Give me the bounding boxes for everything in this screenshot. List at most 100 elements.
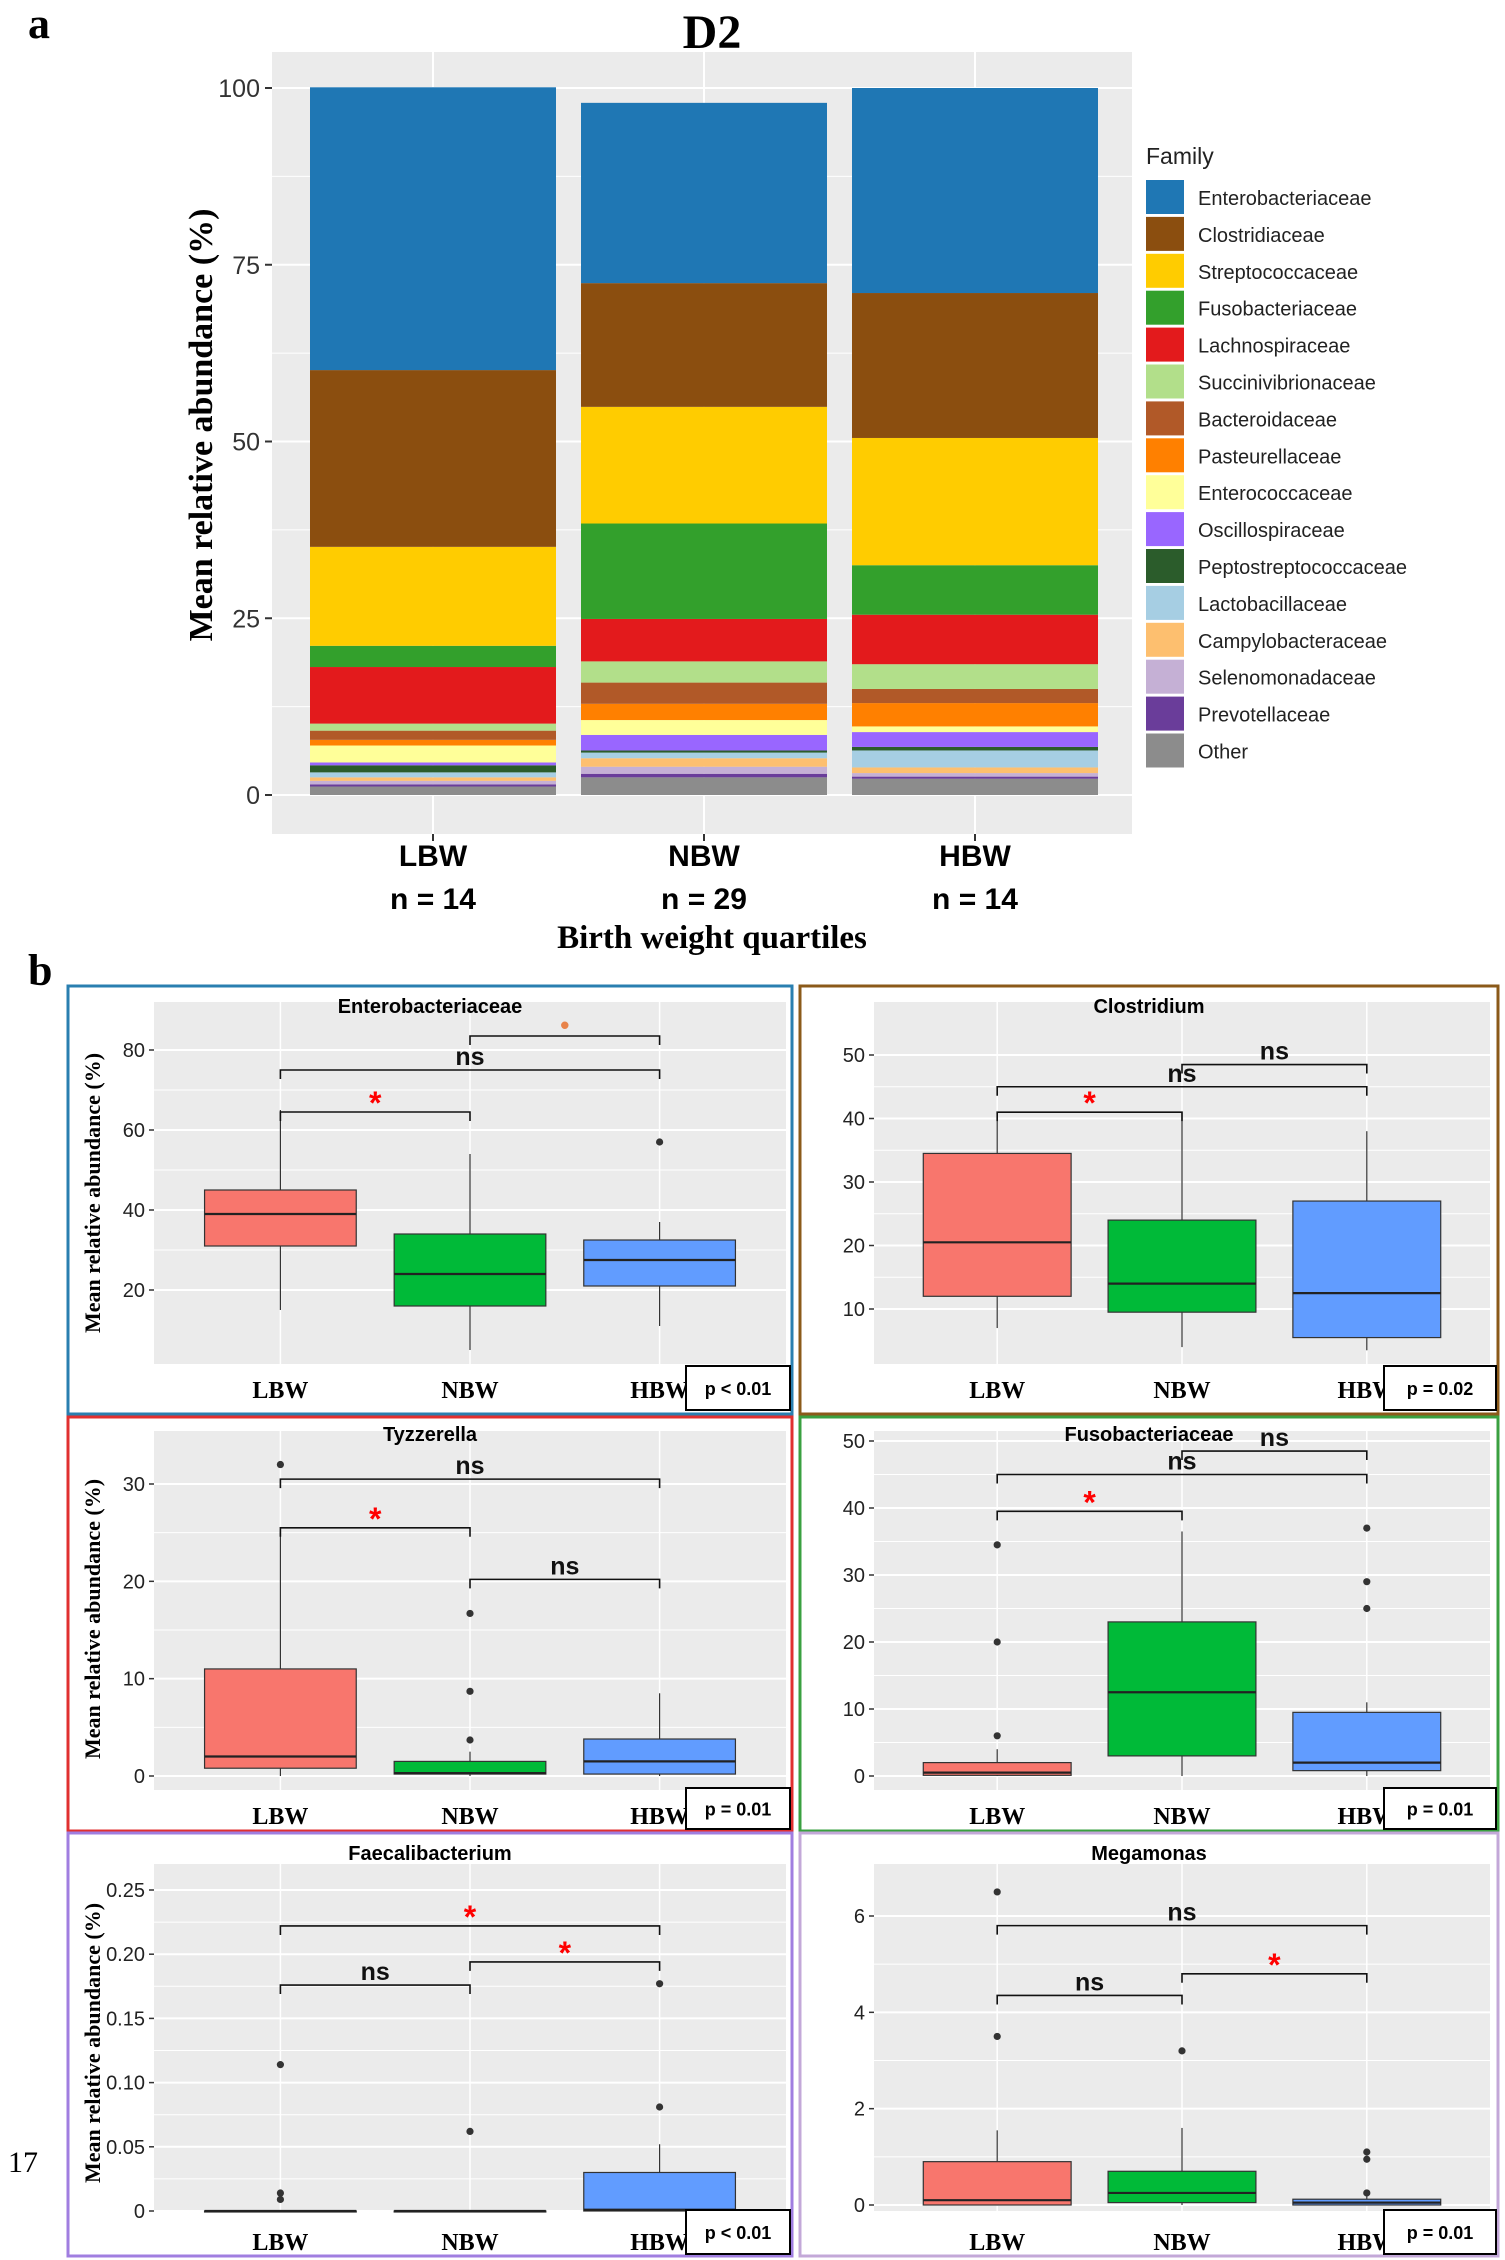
legend-label: Selenomonadaceae xyxy=(1198,668,1376,690)
faec-outlier-point xyxy=(276,2195,284,2204)
bar-x-tick-label: HBW xyxy=(939,840,1011,873)
bar-segment-enterococcaceae xyxy=(581,720,827,735)
mega-pvalue-box xyxy=(1383,2209,1497,2255)
bar-x-sample-size: n = 29 xyxy=(661,883,747,916)
legend-label: Other xyxy=(1198,742,1248,764)
clost-significance-star: * xyxy=(1083,1085,1096,1121)
bar-segment-oscillospiraceae xyxy=(581,734,827,751)
entero-box-chart: 20 40 60 80 LBW NBW HBW • ns * Enterobacteriaceae M… xyxy=(80,996,791,1411)
legend-swatch xyxy=(1146,475,1184,510)
entero-significance-bracket xyxy=(279,1069,661,1079)
bar-segment-clostridiaceae xyxy=(581,283,827,407)
bar-y-tick-label: 75 xyxy=(232,252,260,280)
entero-significance-ns: ns xyxy=(455,1043,484,1071)
legend-title: Family xyxy=(1146,143,1214,169)
entero-x-tick-label: HBW xyxy=(630,1378,689,1404)
legend-label: Streptococcaceae xyxy=(1198,262,1358,284)
bar-segment-clostridiaceae xyxy=(852,293,1098,438)
bar-segment-fusobacteriaceae xyxy=(310,645,556,668)
entero-significance-star: * xyxy=(369,1085,382,1121)
mega-box xyxy=(1107,2170,1257,2204)
faec-significance-star: * xyxy=(464,1899,477,1935)
bar-segment-enterococcaceae xyxy=(310,745,556,763)
clost-significance-ns: ns xyxy=(1260,1038,1289,1066)
tyzz-box xyxy=(583,1738,737,1775)
bar-segment-lachnospiraceae xyxy=(310,667,556,724)
entero-pvalue-box xyxy=(685,1365,791,1411)
fuso-x-tick-label: NBW xyxy=(1153,1804,1210,1830)
entero-significance-dot: • xyxy=(560,1010,569,1040)
clost-box xyxy=(922,1152,1072,1297)
faec-outlier-point xyxy=(276,2189,284,2197)
mega-outlier-point xyxy=(1363,2155,1371,2163)
bar-segment-lachnospiraceae xyxy=(581,618,827,662)
tyzz-y-tick-label: 20 xyxy=(123,1571,145,1593)
mega-x-tick-label: LBW xyxy=(969,2230,1025,2256)
legend-swatch xyxy=(1146,549,1184,583)
bar-x-sample-size: n = 14 xyxy=(390,883,476,916)
bar-segment-bacteroidaceae xyxy=(852,688,1098,704)
tyzz-outlier-point xyxy=(466,1736,474,1744)
bar-segment-enterobacteriaceae xyxy=(581,102,827,284)
faec-pvalue-text: p < 0.01 xyxy=(705,2223,772,2243)
tyzz-y-tick-label: 30 xyxy=(123,1474,145,1496)
faecalibacterium-frame xyxy=(66,1831,794,2258)
bar-segment-enterobacteriaceae xyxy=(852,88,1098,294)
bar-segment-prevotellaceae xyxy=(581,773,827,778)
fuso-y-tick-label: 20 xyxy=(843,1632,865,1654)
legend-label: Peptostreptococcaceae xyxy=(1198,557,1407,579)
faec-y-tick-label: 0.15 xyxy=(106,2008,145,2030)
faec-y-tick-label: 0.20 xyxy=(106,1944,145,1966)
entero-y-axis-label: Mean relative abundance (%) xyxy=(80,1053,105,1333)
mega-significance-bracket xyxy=(1181,1973,1368,1983)
bar-segment-bacteroidaceae xyxy=(581,682,827,704)
mega-significance-bracket xyxy=(996,1924,1368,1935)
bar-segment-selenomonadaceae xyxy=(581,766,827,774)
entero-y-tick-label: 40 xyxy=(123,1200,145,1222)
legend-swatch xyxy=(1146,438,1184,473)
tyzz-outlier-point xyxy=(466,1609,474,1618)
mega-outlier-point xyxy=(993,1888,1001,1896)
clost-y-tick-label: 40 xyxy=(843,1109,865,1131)
bar-y-tick-label: 100 xyxy=(218,75,260,103)
clost-box xyxy=(1107,1219,1257,1313)
legend-swatch xyxy=(1146,364,1184,399)
tyzz-significance-bracket xyxy=(469,1578,661,1589)
entero-box xyxy=(393,1233,547,1307)
clost-pvalue-box xyxy=(1383,1365,1497,1411)
clost-y-tick-label: 30 xyxy=(843,1172,865,1194)
faec-outlier-point xyxy=(656,1980,664,1988)
tyzz-significance-bracket xyxy=(279,1527,471,1537)
fuso-y-tick-label: 40 xyxy=(843,1498,865,1520)
bar-segment-pasteurellaceae xyxy=(581,703,827,721)
legend-label: Enterococcaceae xyxy=(1198,483,1353,505)
fuso-significance-ns: ns xyxy=(1167,1448,1196,1476)
mega-significance-star: * xyxy=(1268,1947,1281,1983)
fuso-significance-bracket xyxy=(1181,1450,1368,1461)
tyzzerella-frame xyxy=(66,1415,794,1833)
entero-significance-bracket xyxy=(469,1035,661,1045)
tyzz-significance-bracket xyxy=(279,1478,661,1489)
fuso-box xyxy=(1107,1621,1257,1757)
bar-segment-clostridiaceae xyxy=(310,370,556,547)
bar-chart-title: D2 xyxy=(683,6,742,59)
tyzz-pvalue-box xyxy=(685,1787,791,1830)
tyzz-y-tick-label: 10 xyxy=(123,1669,145,1691)
fuso-outlier-point xyxy=(993,1638,1001,1646)
legend-swatch xyxy=(1146,733,1184,768)
legend-label: Succinivibrionaceae xyxy=(1198,373,1376,395)
legend-swatch xyxy=(1146,622,1184,657)
bar-segment-oscillospiraceae xyxy=(310,762,556,766)
entero-pvalue-text: p < 0.01 xyxy=(705,1379,772,1399)
bar-segment-lachnospiraceae xyxy=(852,614,1098,665)
legend-label: Prevotellaceae xyxy=(1198,705,1330,727)
bar-segment-streptococcaceae xyxy=(581,406,827,524)
faec-x-tick-label: NBW xyxy=(441,2230,498,2256)
legend-swatch xyxy=(1146,585,1184,620)
mega-box xyxy=(922,2161,1072,2206)
mega-outlier-point xyxy=(1178,2047,1186,2055)
entero-y-tick-label: 80 xyxy=(123,1040,145,1062)
entero-box xyxy=(583,1239,737,1287)
clost-pvalue-text: p = 0.02 xyxy=(1407,1379,1474,1399)
fuso-outlier-point xyxy=(1363,1524,1371,1532)
